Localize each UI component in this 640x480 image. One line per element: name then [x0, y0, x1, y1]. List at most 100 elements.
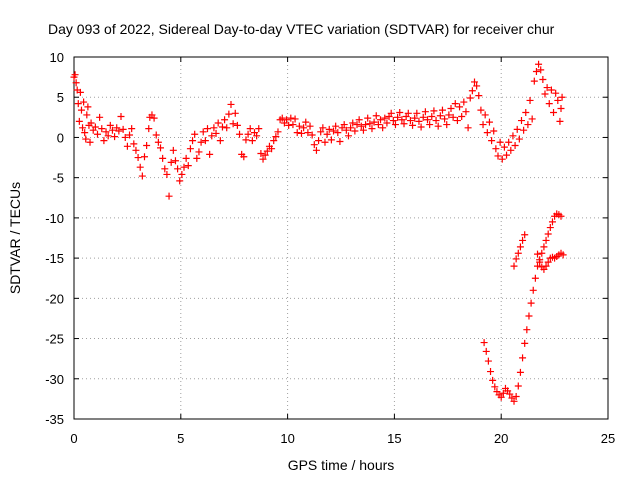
data-point [449, 113, 457, 121]
data-point [546, 224, 554, 232]
data-point [80, 98, 88, 106]
data-point [409, 121, 417, 129]
data-point [82, 135, 90, 143]
data-point [526, 96, 534, 104]
data-point [528, 115, 536, 123]
data-point [83, 111, 91, 119]
data-point [404, 109, 412, 117]
data-point [540, 243, 548, 251]
data-point [517, 117, 525, 125]
data-point [340, 121, 348, 129]
data-point [287, 114, 295, 122]
data-point [102, 128, 110, 136]
data-point [520, 126, 528, 134]
data-point [349, 119, 357, 127]
data-point [315, 137, 323, 145]
data-point [519, 236, 527, 244]
data-point [559, 251, 567, 259]
data-point [253, 132, 261, 140]
data-point [554, 96, 562, 104]
data-point [323, 130, 331, 138]
data-point [374, 121, 382, 129]
data-point [221, 116, 229, 124]
data-point [240, 153, 248, 161]
data-point [536, 258, 544, 266]
data-point [233, 121, 241, 129]
data-point [334, 129, 342, 137]
data-point [336, 137, 344, 145]
data-point [143, 141, 151, 149]
data-point [456, 103, 464, 111]
data-point [492, 145, 500, 153]
data-point [123, 142, 131, 150]
y-tick-label: -20 [45, 291, 64, 306]
data-point [538, 249, 546, 257]
data-point [424, 116, 432, 124]
data-point [411, 114, 419, 122]
x-tick-label: 5 [177, 431, 184, 446]
data-point [111, 133, 119, 141]
data-point [176, 177, 184, 185]
data-point [218, 123, 226, 131]
data-point [321, 138, 329, 146]
y-tick-label: 0 [57, 130, 64, 145]
data-point [308, 131, 316, 139]
data-point [77, 106, 85, 114]
data-point [104, 132, 112, 140]
data-point [511, 141, 519, 149]
data-point [413, 109, 421, 117]
data-point [558, 93, 566, 101]
data-point [81, 129, 89, 137]
data-point [524, 121, 532, 129]
data-point [152, 131, 160, 139]
data-point [534, 262, 542, 270]
data-point [485, 118, 493, 126]
data-point [503, 151, 511, 159]
data-point [312, 146, 320, 154]
data-point [447, 104, 455, 112]
data-point [545, 100, 553, 108]
data-point [370, 118, 378, 126]
data-point [283, 116, 291, 124]
data-point [443, 121, 451, 129]
data-point [293, 129, 301, 137]
data-point [394, 113, 402, 121]
data-point [79, 124, 87, 132]
data-point [372, 112, 380, 120]
data-point [490, 127, 498, 135]
x-tick-label: 10 [280, 431, 294, 446]
data-point [366, 120, 374, 128]
data-point [460, 98, 468, 106]
data-point [479, 121, 487, 129]
data-point [514, 249, 522, 257]
data-point [359, 126, 367, 134]
data-point [506, 390, 514, 398]
x-tick-label: 20 [494, 431, 508, 446]
data-point [355, 116, 363, 124]
data-point [521, 231, 529, 239]
data-point [438, 106, 446, 114]
data-point [441, 115, 449, 123]
data-point [468, 87, 476, 95]
data-point [391, 121, 399, 129]
data-point [512, 392, 520, 400]
data-point [302, 118, 310, 126]
data-point [494, 152, 502, 160]
data-point [130, 140, 138, 148]
data-point [310, 141, 318, 149]
data-point [426, 121, 434, 129]
data-point [274, 128, 282, 136]
data-point [499, 389, 507, 397]
data-point [128, 125, 136, 133]
data-point [500, 143, 508, 151]
data-point [434, 122, 442, 130]
data-point [512, 255, 520, 263]
data-point [330, 127, 338, 135]
x-axis-label: GPS time / hours [288, 457, 395, 473]
data-point [223, 124, 231, 132]
data-point [556, 117, 564, 125]
data-point [482, 347, 490, 355]
data-points [70, 60, 567, 405]
y-tick-label: -15 [45, 251, 64, 266]
data-point [145, 125, 153, 133]
